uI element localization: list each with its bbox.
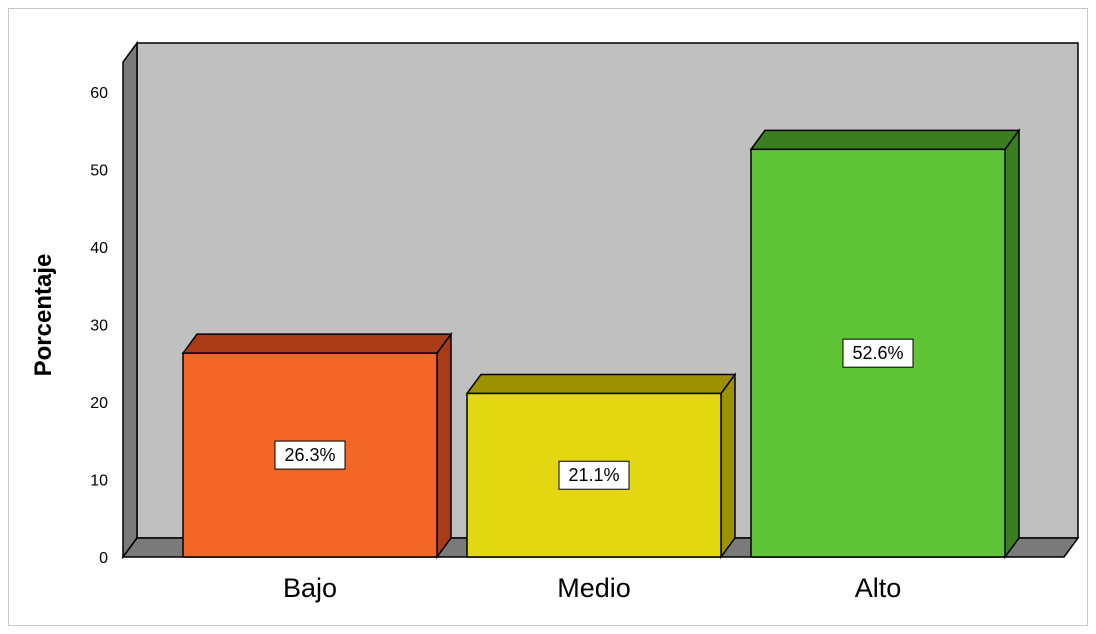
y-tick-label: 30 <box>90 318 108 335</box>
data-label-box <box>558 460 630 490</box>
data-label: 21.1% <box>568 465 619 485</box>
y-tick-label: 10 <box>90 473 108 490</box>
x-tick-label: Alto <box>855 573 902 603</box>
bar-side <box>436 331 452 560</box>
x-tick-label: Medio <box>557 573 631 603</box>
bar-bajo: 26.3% <box>181 331 453 560</box>
x-axis-tick-labels: Bajo Medio Alto <box>283 573 901 603</box>
data-label: 52.6% <box>852 343 903 363</box>
y-tick-label: 20 <box>90 395 108 412</box>
bar-side <box>720 372 736 560</box>
y-tick-label: 40 <box>90 240 108 257</box>
y-axis-ticks: 0 10 20 30 40 50 60 <box>90 85 108 567</box>
y-axis-label: Porcentaje <box>30 254 57 377</box>
bar-top <box>181 333 453 354</box>
data-label: 26.3% <box>284 445 335 465</box>
left-wall <box>122 40 138 560</box>
bars: 26.3% 21.1% 52.6% <box>181 128 1021 560</box>
y-tick-label: 0 <box>99 550 108 567</box>
y-tick-label: 50 <box>90 163 108 180</box>
bar-top <box>749 129 1021 151</box>
bar-side <box>1004 128 1020 560</box>
bar-alto: 52.6% <box>749 128 1021 560</box>
bar-medio: 21.1% <box>465 372 737 560</box>
x-tick-label: Bajo <box>283 573 337 603</box>
data-label-box <box>274 440 346 470</box>
data-label-box <box>842 338 914 368</box>
bar-top <box>465 373 737 395</box>
y-tick-label: 60 <box>90 85 108 102</box>
